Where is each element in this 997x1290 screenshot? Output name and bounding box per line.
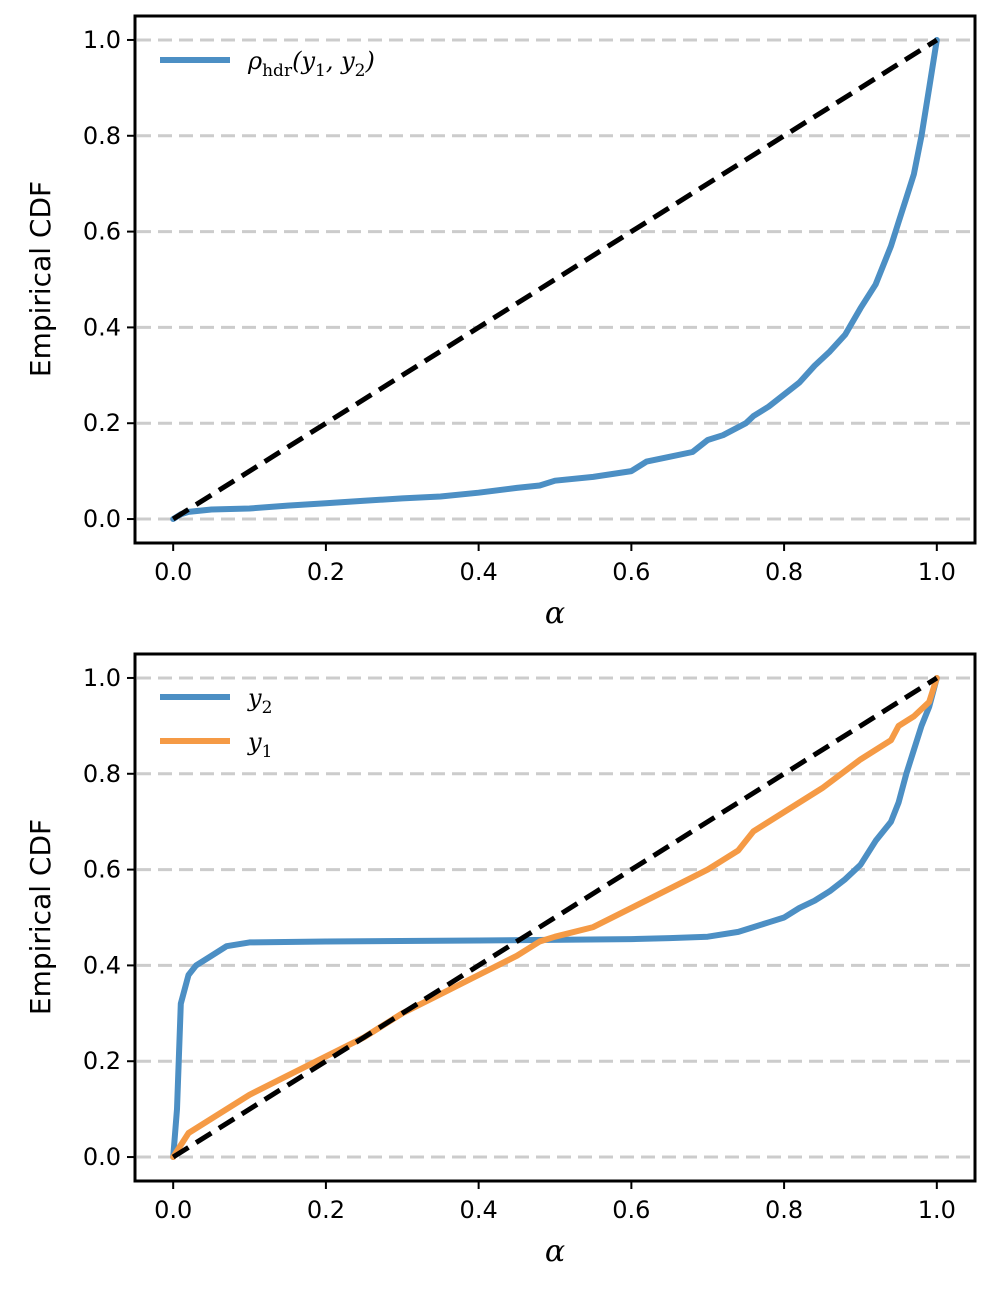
bottom-x-axis: 0.0 0.2 0.4 0.6 0.8 1.0 xyxy=(154,1181,956,1224)
top-x-axis: 0.0 0.2 0.4 0.6 0.8 1.0 xyxy=(154,543,956,586)
y-tick-label: 1.0 xyxy=(83,664,121,692)
legend-label-y1: y1 xyxy=(247,728,272,762)
x-tick-label: 1.0 xyxy=(918,1196,956,1224)
legend-label-y2: y2 xyxy=(247,684,272,718)
x-tick-label: 1.0 xyxy=(918,558,956,586)
x-tick-label: 0.2 xyxy=(307,1196,345,1224)
y-tick-label: 0.8 xyxy=(83,760,121,788)
x-tick-label: 0.8 xyxy=(765,558,803,586)
y-tick-label: 0.2 xyxy=(83,1047,121,1075)
bottom-y-axis: 0.0 0.2 0.4 0.6 0.8 1.0 xyxy=(83,664,135,1171)
bottom-panel: 0.0 0.2 0.4 0.6 0.8 1.0 0.00.20.40.60.81.0 α … xyxy=(24,652,977,1269)
top-x-axis-label: α xyxy=(545,596,565,631)
y-tick-label: 0.4 xyxy=(83,313,121,341)
legend-label-rho-hdr: ρhdr(y1, y2) xyxy=(247,47,375,81)
top-y-axis: 0.0 0.2 0.4 0.6 0.8 1.0 xyxy=(83,26,135,533)
x-tick-label: 0.6 xyxy=(612,558,650,586)
x-tick-label: 0.2 xyxy=(307,558,345,586)
top-legend: ρhdr(y1, y2) xyxy=(160,47,375,81)
y-tick-label: 0.2 xyxy=(83,409,121,437)
top-grid xyxy=(137,38,973,521)
y-tick-label: 0.6 xyxy=(83,218,121,246)
series-line-y1 xyxy=(170,675,940,1160)
x-tick-label: 0.4 xyxy=(460,558,498,586)
y-tick-label: 0.6 xyxy=(83,856,121,884)
bottom-y-axis-label: Empirical CDF xyxy=(24,819,57,1015)
top-y-axis-label: Empirical CDF xyxy=(24,181,57,377)
x-tick-label: 0.8 xyxy=(765,1196,803,1224)
bottom-x-axis-label: α xyxy=(545,1234,565,1269)
y-tick-label: 0.8 xyxy=(83,122,121,150)
series-line--hdr-y1-y2- xyxy=(170,37,940,522)
x-tick-label: 0.4 xyxy=(460,1196,498,1224)
reference-diagonal-line xyxy=(171,37,939,522)
bottom-series xyxy=(170,675,940,1160)
y-tick-label: 0.0 xyxy=(83,1143,121,1171)
top-panel: 0.0 0.2 0.4 0.6 0.8 1.0 0.00.20.40.60.81.0 α … xyxy=(24,14,977,631)
y-tick-label: 0.4 xyxy=(83,951,121,979)
bottom-legend: y2 y1 xyxy=(160,684,272,762)
y-tick-label: 0.0 xyxy=(83,505,121,533)
series-line-y2 xyxy=(170,675,940,1160)
x-tick-label: 0.0 xyxy=(154,1196,192,1224)
bottom-grid xyxy=(137,676,973,1159)
x-tick-label: 0.6 xyxy=(612,1196,650,1224)
top-series xyxy=(170,37,940,522)
y-tick-label: 1.0 xyxy=(83,26,121,54)
bottom-plot-area xyxy=(133,652,977,1183)
top-plot-area xyxy=(133,14,977,545)
reference-diagonal-line xyxy=(171,675,939,1160)
x-tick-label: 0.0 xyxy=(154,558,192,586)
